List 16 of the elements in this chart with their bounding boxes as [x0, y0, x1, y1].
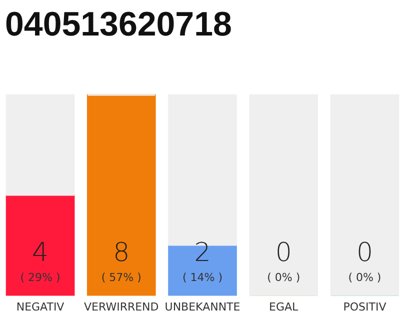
data-label: 2 — [194, 238, 211, 268]
data-label: 0 — [356, 238, 373, 268]
chart-title: 040513620718 — [5, 5, 232, 44]
data-label: 4 — [32, 238, 49, 268]
annotation: ( 57% ) — [101, 271, 142, 284]
annotation: ( 0% ) — [348, 271, 382, 284]
annotation: ( 0% ) — [267, 271, 300, 284]
x-tick-label: EGAL — [269, 300, 300, 314]
annotation: ( 14% ) — [182, 271, 223, 284]
x-tick-label: UNBEKANNTE — [164, 300, 240, 314]
x-tick-label: VERWIRREND — [84, 300, 159, 314]
x-tick-label: NEGATIV — [16, 300, 65, 314]
annotation: ( 29% ) — [20, 271, 60, 284]
data-label: 8 — [113, 238, 130, 268]
data-label: 0 — [275, 238, 292, 268]
x-tick-label: POSITIV — [343, 300, 387, 314]
